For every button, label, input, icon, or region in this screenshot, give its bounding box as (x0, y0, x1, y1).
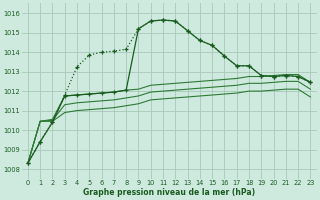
X-axis label: Graphe pression niveau de la mer (hPa): Graphe pression niveau de la mer (hPa) (83, 188, 255, 197)
